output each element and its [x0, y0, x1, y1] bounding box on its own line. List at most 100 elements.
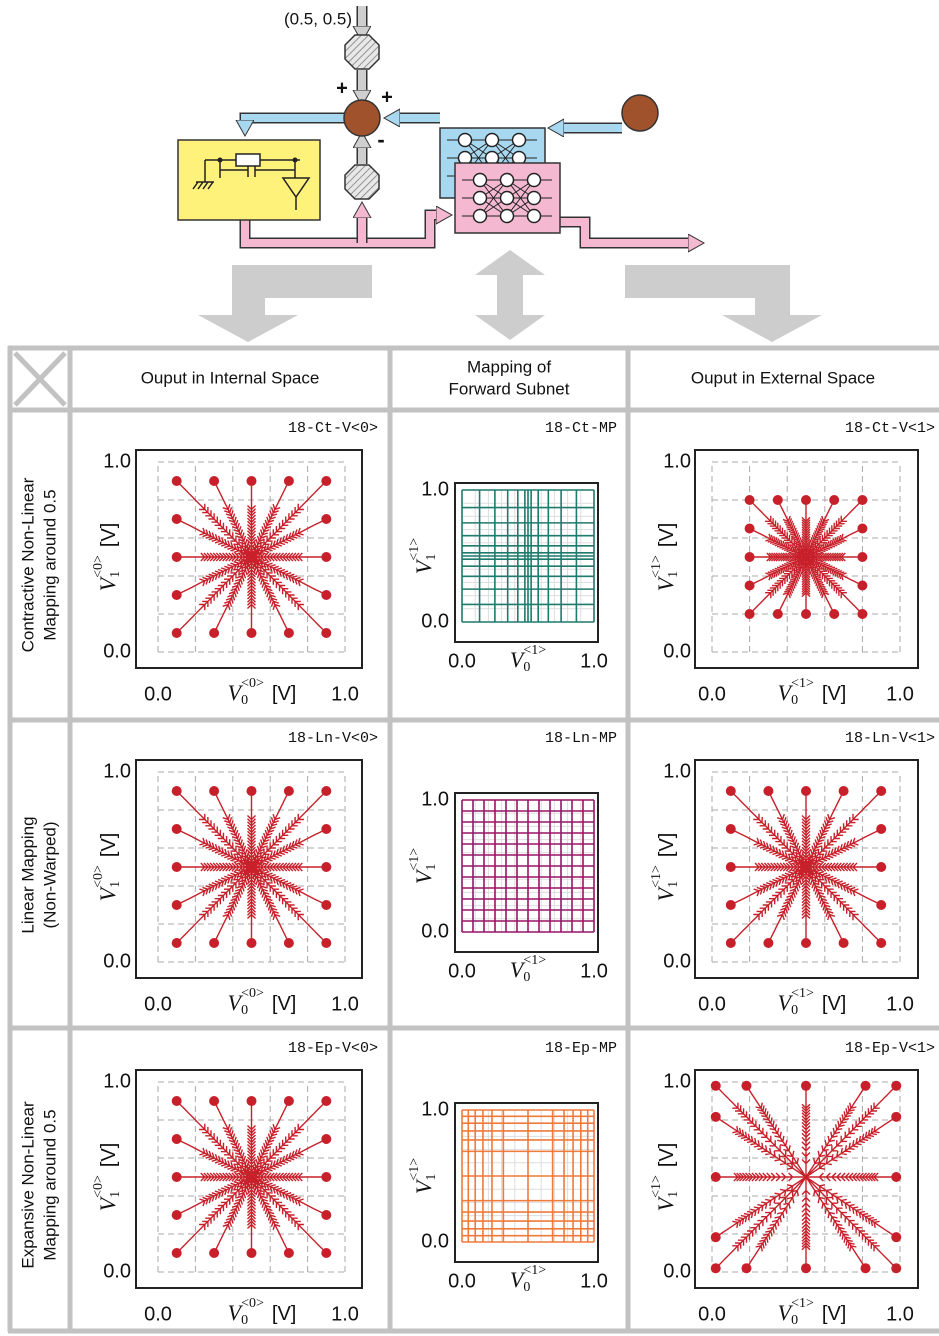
y-tick-label: 1.0 — [421, 788, 449, 810]
start-point — [860, 1080, 871, 1091]
axis-subscript: 1 — [108, 1191, 123, 1198]
row-label: Expansive Non-Linear — [18, 1101, 37, 1269]
start-point — [744, 609, 755, 619]
plot-frame — [454, 1102, 599, 1263]
start-point — [710, 1172, 721, 1182]
neuron — [472, 208, 488, 224]
plot-id: 18-Ct-V<1> — [845, 420, 935, 437]
start-point — [171, 786, 182, 796]
start-point — [857, 495, 868, 505]
trajectory — [805, 1176, 867, 1269]
start-point — [283, 1248, 294, 1258]
trajectory — [801, 1177, 811, 1269]
axis-superscript: <1> — [649, 865, 664, 888]
y-axis-label: V1<0> [V] — [91, 833, 123, 902]
start-point — [171, 938, 182, 948]
plot-id: 18-Ep-V<0> — [288, 1040, 378, 1057]
y-tick-label: 0.0 — [421, 610, 449, 632]
start-point — [321, 1096, 332, 1106]
axis-symbol: V — [95, 575, 120, 591]
start-point — [321, 476, 332, 486]
row-label: (Non-Warped) — [40, 821, 59, 928]
neuron — [499, 172, 515, 188]
axis-subscript: 1 — [424, 1174, 439, 1181]
neuron — [484, 132, 500, 148]
start-point — [772, 495, 783, 505]
axis-superscript: <1> — [407, 1158, 422, 1181]
start-point — [321, 1248, 332, 1258]
plot — [135, 759, 363, 979]
axis-superscript: <1> — [791, 1296, 814, 1311]
trajectory — [745, 1085, 807, 1178]
start-point — [801, 609, 811, 619]
flow-arrow — [475, 250, 545, 340]
x-tick-label: 0.0 — [448, 650, 476, 672]
start-point — [772, 609, 783, 619]
axis-subscript: 0 — [241, 1003, 248, 1018]
plot-id: 18-Ep-V<1> — [845, 1040, 935, 1057]
start-point — [321, 628, 332, 638]
start-point — [725, 938, 736, 948]
block-diagram: (0.5, 0.5) + + - — [177, 6, 692, 247]
start-point — [891, 1232, 902, 1243]
y-axis-label: V1<0> [V] — [91, 523, 123, 592]
axis-superscript: <0> — [241, 986, 264, 1001]
start-point — [171, 1210, 182, 1220]
x-tick-label: 0.0 — [448, 960, 476, 982]
start-point — [891, 1172, 902, 1182]
start-point — [876, 862, 887, 872]
trajectory — [745, 1176, 807, 1269]
input-label: (0.5, 0.5) — [284, 9, 352, 28]
x-tick-label: 1.0 — [331, 993, 359, 1015]
trajectory — [250, 866, 327, 944]
y-axis-label: V1<1> — [407, 1158, 439, 1194]
start-point — [891, 1080, 902, 1091]
trajectory — [715, 1116, 807, 1178]
start-point — [283, 476, 294, 486]
trajectory — [250, 1100, 327, 1178]
axis-subscript: 0 — [791, 693, 798, 708]
axis-subscript: 1 — [666, 881, 681, 888]
start-point — [857, 609, 868, 619]
start-point — [829, 609, 840, 619]
axis-superscript: <0> — [91, 865, 106, 888]
axis-unit: [V] — [272, 1303, 296, 1325]
plot-id: 18-Ct-MP — [545, 420, 617, 437]
axis-symbol: V — [778, 1300, 794, 1325]
trajectory — [730, 790, 807, 868]
x-tick-label: 0.0 — [698, 683, 726, 705]
axis-subscript: 1 — [666, 1191, 681, 1198]
axis-superscript: <0> — [91, 1175, 106, 1198]
source-node — [621, 94, 659, 132]
y-tick-label: 0.0 — [421, 920, 449, 942]
axis-symbol: V — [778, 990, 794, 1015]
start-point — [246, 1096, 257, 1106]
start-point — [209, 1248, 220, 1258]
start-point — [838, 786, 849, 796]
axis-unit: [V] — [98, 1143, 120, 1167]
start-point — [725, 900, 736, 910]
start-point — [171, 628, 182, 638]
axis-unit: [V] — [822, 1303, 846, 1325]
plot — [694, 449, 919, 669]
start-point — [741, 1263, 752, 1274]
trajectory — [805, 1085, 897, 1178]
y-axis-label: V1<0> [V] — [91, 1143, 123, 1212]
flow-arrows — [198, 250, 822, 342]
axis-unit: [V] — [656, 1143, 678, 1167]
start-point — [171, 900, 182, 910]
x-axis-label: V0 <1> [V] — [778, 986, 847, 1018]
axis-unit: [V] — [98, 833, 120, 857]
axis-symbol: V — [228, 990, 244, 1015]
trajectory — [805, 556, 863, 615]
axis-superscript: <1> — [407, 538, 422, 561]
arrow — [241, 215, 440, 247]
neuron — [499, 208, 515, 224]
start-point — [876, 824, 887, 834]
y-tick-label: 1.0 — [421, 1098, 449, 1120]
axis-subscript: 1 — [108, 571, 123, 578]
flow-arrow — [625, 265, 822, 342]
y-tick-label: 1.0 — [103, 1070, 131, 1092]
start-point — [321, 1172, 332, 1182]
